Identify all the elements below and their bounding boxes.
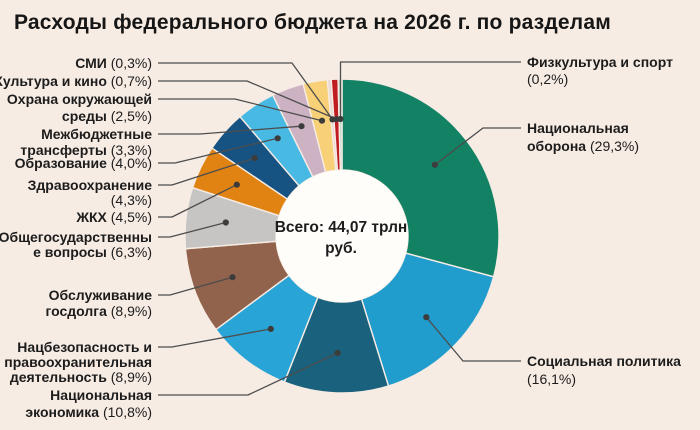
leader-dot-Образование — [274, 135, 281, 142]
leader-dot-Здравоохранение — [251, 155, 258, 162]
leader-dot-Национальная оборона — [431, 161, 438, 168]
chart-title: Расходы федерального бюджета на 2026 г. … — [14, 11, 611, 34]
leader-dot-Межбюджетные трансферты — [298, 123, 305, 130]
slice-label-Культура и кино: Культура и кино (0,7%) — [0, 73, 152, 89]
leader-dot-Обслуживание госдолга — [229, 274, 236, 281]
slice-label-Социальная политика: Социальная политика — [527, 353, 681, 369]
slice-label-Здравоохранение: Здравоохранение — [28, 177, 153, 193]
leader-line-Образование — [158, 137, 278, 164]
center-total-line2: руб. — [325, 240, 357, 257]
slice-label-Нацбезопасность и правоохранительная деятельность: деятельность (8,9%) — [10, 369, 152, 385]
slice-label-Обслуживание госдолга: госдолга (8,9%) — [45, 303, 152, 319]
leader-line-Межбюджетные трансферты — [158, 125, 302, 135]
slice-label-Охрана окружающей среды: среды (2,5%) — [62, 108, 152, 124]
leader-dot-Общегосударственные вопросы — [222, 219, 229, 226]
leader-line-Нацбезопасность и правоохранительная деятельность — [158, 328, 271, 348]
leader-dots — [222, 115, 438, 356]
slice-label-Нацбезопасность и правоохранительная деятельность: правоохранительная — [4, 354, 152, 370]
leader-dot-Национальная экономика — [334, 349, 341, 356]
leader-line-Физкультура и спорт — [339, 61, 521, 119]
leader-dot-Охрана окружающей среды — [318, 117, 326, 124]
slice-label-Образование: Образование (4,0%) — [15, 155, 152, 171]
center-total-line1: Всего: 44,07 трлн — [275, 219, 408, 236]
leader-line-Здравоохранение — [158, 157, 255, 186]
slice-labels: Национальная оборона (29,3%) Социальная по… — [0, 54, 681, 420]
slice-label-Здравоохранение: (4,3%) — [111, 192, 152, 208]
leader-dot-Нацбезопасность и правоохранительная деятельность — [267, 325, 274, 332]
slice-label-Социальная политика: (16,1%) — [527, 371, 576, 387]
leader-line-Охрана окружающей среды — [158, 98, 323, 122]
slice-label-Межбюджетные трансферты: трансферты (3,3%) — [20, 142, 152, 158]
leader-line-Национальная оборона — [434, 127, 521, 166]
leader-line-Обслуживание госдолга — [158, 276, 233, 296]
slice-label-Обслуживание госдолга: Обслуживание — [49, 287, 153, 303]
slice-label-Нацбезопасность и правоохранительная деятельность: Нацбезопасность и — [17, 339, 152, 355]
slice-label-Физкультура и спорт: Физкультура и спорт — [527, 54, 673, 70]
slice-label-Общегосударственные вопросы: е вопросы (6,3%) — [33, 244, 152, 260]
leader-line-Культура и кино — [158, 80, 337, 120]
leader-line-СМИ — [158, 62, 334, 120]
leader-line-Общегосударственные вопросы — [158, 221, 226, 238]
leader-dot-Социальная политика — [423, 314, 430, 321]
leader-line-Социальная политика — [425, 316, 521, 362]
slice-label-Национальная экономика: экономика (10,8%) — [25, 404, 152, 420]
slice-label-Национальная оборона: Национальная — [527, 120, 629, 136]
slice-label-Общегосударственные вопросы: Общегосударственны — [0, 229, 152, 245]
leader-line-ЖКХ — [158, 184, 238, 218]
slice-label-ЖКХ: ЖКХ (4,5%) — [75, 209, 152, 225]
slice-label-Национальная экономика: Национальная — [50, 387, 152, 403]
slice-label-Межбюджетные трансферты: Межбюджетные — [41, 126, 152, 142]
donut-hole — [276, 170, 408, 302]
leader-lines — [158, 61, 521, 396]
slice-label-СМИ: СМИ (0,3%) — [75, 55, 152, 71]
leader-dot-ЖКХ — [233, 181, 240, 188]
leader-dot-Физкультура и спорт — [337, 115, 344, 123]
slice-label-Национальная оборона: оборона (29,3%) — [527, 138, 639, 154]
slice-label-Охрана окружающей среды: Охрана окружающей — [7, 91, 152, 107]
slice-label-Физкультура и спорт: (0,2%) — [527, 71, 568, 87]
leader-line-Национальная экономика — [158, 352, 338, 396]
